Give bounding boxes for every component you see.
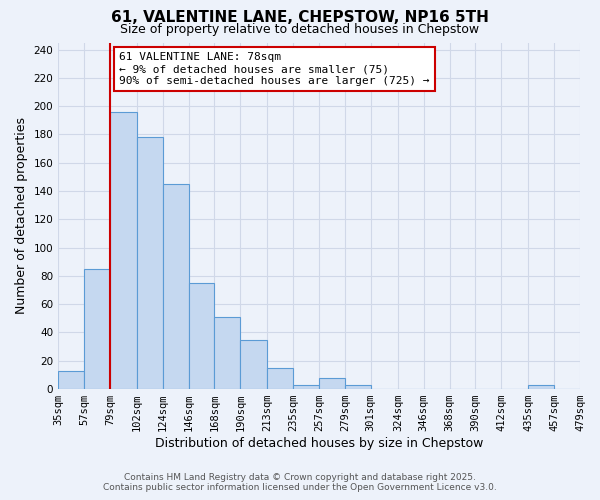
Bar xyxy=(241,340,268,389)
Text: Contains HM Land Registry data © Crown copyright and database right 2025.
Contai: Contains HM Land Registry data © Crown c… xyxy=(103,473,497,492)
Bar xyxy=(293,385,319,389)
Bar xyxy=(137,138,163,389)
Bar xyxy=(319,378,345,389)
Bar xyxy=(110,112,137,389)
Bar xyxy=(214,317,241,389)
Text: Size of property relative to detached houses in Chepstow: Size of property relative to detached ho… xyxy=(121,22,479,36)
Y-axis label: Number of detached properties: Number of detached properties xyxy=(15,118,28,314)
Bar xyxy=(58,370,84,389)
Bar xyxy=(345,385,371,389)
Text: 61, VALENTINE LANE, CHEPSTOW, NP16 5TH: 61, VALENTINE LANE, CHEPSTOW, NP16 5TH xyxy=(111,10,489,25)
Bar xyxy=(84,269,110,389)
Bar xyxy=(528,385,554,389)
X-axis label: Distribution of detached houses by size in Chepstow: Distribution of detached houses by size … xyxy=(155,437,483,450)
Bar xyxy=(163,184,188,389)
Bar xyxy=(268,368,293,389)
Text: 61 VALENTINE LANE: 78sqm
← 9% of detached houses are smaller (75)
90% of semi-de: 61 VALENTINE LANE: 78sqm ← 9% of detache… xyxy=(119,52,430,86)
Bar xyxy=(188,283,214,389)
